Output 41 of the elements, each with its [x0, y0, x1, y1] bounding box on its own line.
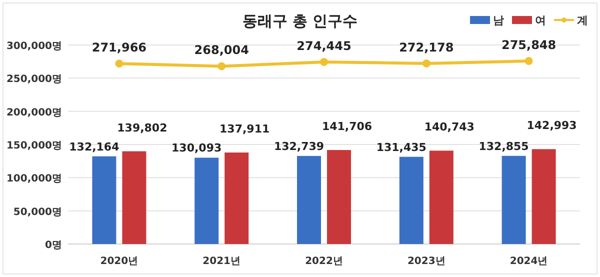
bar: [297, 156, 321, 244]
legend-label: 여: [535, 14, 546, 27]
bar: [399, 156, 424, 244]
y-tick-label: 300,000명: [6, 41, 62, 52]
data-label: 131,435: [376, 140, 426, 154]
bar: [429, 150, 454, 244]
data-label: 132,164: [69, 140, 120, 154]
x-tick-label: 2023년: [407, 256, 446, 267]
bar: [224, 152, 249, 244]
data-label: 132,739: [274, 140, 324, 153]
x-tick-label: 2021년: [202, 256, 241, 267]
bar: [122, 151, 146, 244]
y-tick-label: 250,000명: [6, 74, 62, 86]
data-label: 137,911: [220, 122, 270, 136]
bar: [194, 158, 219, 244]
x-tick-label: 2022년: [305, 256, 343, 267]
data-label: 140,743: [424, 120, 474, 134]
y-tick-label: 0명: [45, 240, 62, 251]
x-tick-label: 2020년: [100, 256, 138, 267]
data-label: 142,993: [526, 119, 577, 132]
data-label: 272,178: [399, 40, 454, 54]
bar: [532, 149, 556, 244]
legend-label: 계: [577, 14, 588, 27]
bar: [502, 156, 526, 244]
data-label: 274,445: [296, 38, 352, 53]
data-label: 132,855: [478, 140, 529, 153]
data-label: 130,093: [172, 142, 222, 155]
y-tick-label: 50,000명: [13, 206, 62, 218]
y-tick-label: 150,000명: [6, 140, 62, 152]
y-tick-label: 100,000명: [6, 174, 62, 185]
data-label: 268,004: [194, 43, 249, 58]
data-label: 141,706: [322, 120, 372, 133]
data-label: 271,966: [92, 40, 147, 55]
data-label: 139,802: [117, 121, 168, 134]
data-label: 275,848: [501, 38, 556, 52]
x-tick-label: 2024년: [510, 256, 548, 267]
chart-title: 동래구 총 인구수: [242, 12, 358, 30]
y-tick-label: 200,000명: [6, 107, 62, 118]
bar: [92, 156, 116, 244]
bar: [327, 150, 351, 244]
legend-label: 남: [493, 14, 504, 27]
